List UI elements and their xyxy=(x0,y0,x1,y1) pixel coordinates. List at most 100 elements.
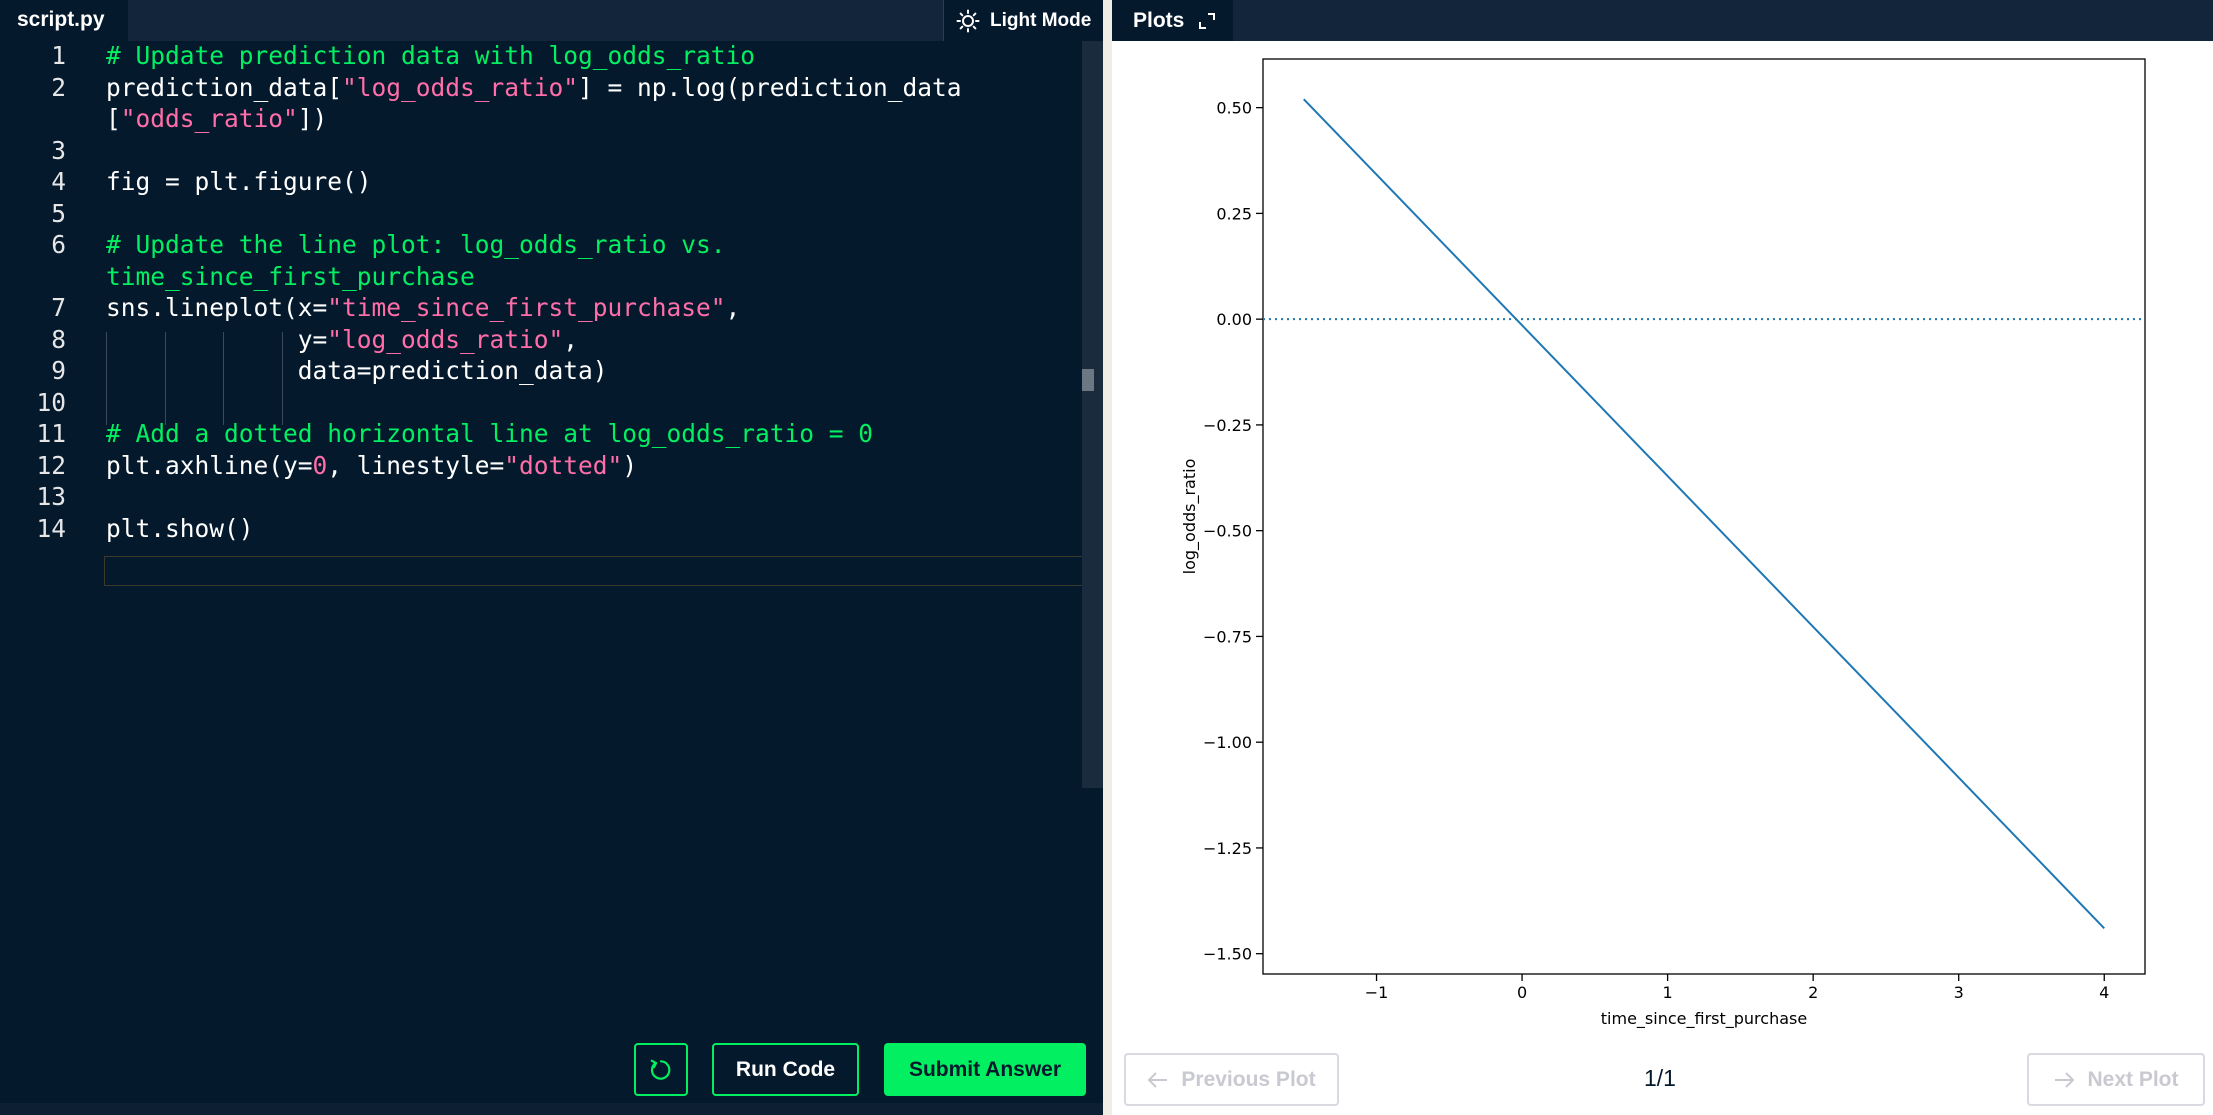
y-tick-label: −0.75 xyxy=(1203,627,1252,646)
y-axis-label: log_odds_ratio xyxy=(1180,459,1200,575)
code-token: [ xyxy=(106,104,121,133)
y-tick-label: −1.25 xyxy=(1203,839,1252,858)
tab-plots[interactable]: Plots xyxy=(1112,0,1233,41)
line-number: 8 xyxy=(51,324,66,354)
plot-figure: −1 0 1 2 3 4 0.50 0.25 0.00 −0.25 −0.50 −0.75 −1.00 −… xyxy=(1180,58,2146,1029)
line-number: 11 xyxy=(36,419,66,448)
y-tick-label: 0.25 xyxy=(1216,204,1252,223)
code-line[interactable]: # Update the line plot: log_odds_ratio v… xyxy=(106,230,726,259)
reset-button[interactable] xyxy=(634,1043,688,1096)
code-token: "dotted" xyxy=(504,450,623,480)
code-token: 0 xyxy=(312,450,328,480)
code-line[interactable]: # Add a dotted horizontal line at log_od… xyxy=(106,419,873,448)
arrow-left-icon xyxy=(1147,1071,1168,1088)
code-token: "time_since_first_purchase" xyxy=(327,293,726,322)
code-token: , linestyle= xyxy=(327,450,505,480)
code-line[interactable]: data=prediction_data) xyxy=(106,356,608,385)
editor-scrollbar[interactable] xyxy=(1082,41,1103,788)
x-tick-label: 4 xyxy=(2099,983,2109,1002)
code-line[interactable]: y="log_odds_ratio", xyxy=(106,325,578,354)
y-tick-label: −0.50 xyxy=(1203,522,1252,541)
line-number: 10 xyxy=(36,387,66,417)
editor-tab-bar: script.py Light Mode xyxy=(0,0,1103,41)
active-line-highlight xyxy=(104,556,1100,586)
next-plot-button[interactable]: Next Plot xyxy=(2027,1053,2205,1106)
code-token: fig = plt.figure() xyxy=(106,167,372,196)
code-line[interactable]: fig = plt.figure() xyxy=(106,167,372,196)
code-line[interactable]: prediction_data["log_odds_ratio"] = np.l… xyxy=(106,73,962,102)
reset-icon xyxy=(650,1059,671,1080)
plot-axes-frame xyxy=(1262,58,2146,975)
y-tick-label: −0.25 xyxy=(1203,416,1252,435)
code-token: "odds_ratio" xyxy=(120,104,298,133)
previous-plot-button[interactable]: Previous Plot xyxy=(1124,1053,1339,1106)
x-tick-label: 3 xyxy=(1954,983,1964,1002)
code-line[interactable]: plt.axhline(y=0, linestyle="dotted") xyxy=(106,451,637,480)
indent-guide xyxy=(165,332,166,425)
code-token: sns.lineplot(x= xyxy=(106,293,328,322)
code-token: ] = np.log(prediction_data xyxy=(578,72,962,102)
code-token: time_since_first_purchase xyxy=(106,261,475,291)
x-tick-label: 1 xyxy=(1663,983,1673,1002)
editor-scrollbar-thumb[interactable] xyxy=(1082,369,1094,391)
code-token: , xyxy=(725,293,741,322)
y-tick-label: 0.50 xyxy=(1216,99,1252,118)
file-tab-script[interactable]: script.py xyxy=(0,0,128,41)
pane-divider[interactable] xyxy=(1103,0,1112,1115)
plots-tab-label: Plots xyxy=(1133,8,1185,32)
code-line[interactable]: time_since_first_purchase xyxy=(106,262,475,291)
line-number: 6 xyxy=(51,230,66,259)
y-tick-label: −1.00 xyxy=(1203,733,1252,752)
plot-navigation: Previous Plot 1/1 Next Plot xyxy=(1112,1041,2213,1115)
code-line[interactable]: plt.show() xyxy=(106,514,254,543)
indent-guide xyxy=(223,332,224,425)
line-number: 2 xyxy=(51,72,66,102)
line-number: 3 xyxy=(51,135,66,165)
line-number: 13 xyxy=(36,482,66,511)
light-mode-label: Light Mode xyxy=(990,9,1092,31)
line-number: 5 xyxy=(51,198,66,228)
code-token: # Update the line plot: log_odds_ratio v… xyxy=(106,230,726,259)
line-number: 4 xyxy=(51,167,66,196)
code-token: plt.axhline(y= xyxy=(106,450,313,480)
line-number: 1 xyxy=(51,41,66,70)
arrow-right-icon xyxy=(2055,1071,2075,1088)
line-number: 14 xyxy=(36,513,66,543)
plots-tab-bar: Plots xyxy=(1112,0,2213,41)
code-editor-pane: script.py Light Mode 1 # Update predictio… xyxy=(0,0,1103,1115)
line-number: 12 xyxy=(36,450,66,480)
code-line[interactable]: # Update prediction data with log_odds_r… xyxy=(106,41,755,70)
y-tick-label: −1.50 xyxy=(1203,945,1252,964)
code-line[interactable]: ["odds_ratio"]) xyxy=(106,104,327,133)
y-tick-label: 0.00 xyxy=(1216,310,1252,329)
sun-icon xyxy=(956,9,980,32)
next-plot-label: Next Plot xyxy=(2087,1067,2179,1091)
x-tick-label: 2 xyxy=(1808,983,1818,1002)
code-token: data=prediction_data) xyxy=(106,356,608,385)
submit-answer-button[interactable]: Submit Answer xyxy=(884,1043,1086,1096)
previous-plot-label: Previous Plot xyxy=(1181,1067,1316,1091)
series-line xyxy=(1303,98,2105,930)
run-code-button[interactable]: Run Code xyxy=(712,1043,859,1096)
line-number: 7 xyxy=(51,293,66,322)
plots-pane: Plots −1 0 1 2 3 4 0.50 0.25 0.00 −0.25 −0.50 −0.75… xyxy=(1112,0,2213,1115)
code-token: "log_odds_ratio" xyxy=(342,72,579,102)
code-line[interactable]: sns.lineplot(x="time_since_first_purchas… xyxy=(106,293,740,322)
light-mode-toggle[interactable]: Light Mode xyxy=(943,0,1103,41)
indent-guide xyxy=(106,332,107,425)
code-token: ) xyxy=(622,450,638,480)
code-token: y= xyxy=(106,324,328,354)
code-token: prediction_data[ xyxy=(106,72,343,102)
expand-icon[interactable] xyxy=(1198,12,1216,30)
code-token: "log_odds_ratio" xyxy=(327,324,564,354)
code-area[interactable]: 1 # Update prediction data with log_odds_… xyxy=(0,41,1100,1041)
code-token: # Update prediction data with log_odds_r… xyxy=(106,41,756,70)
code-token: plt.show() xyxy=(106,513,254,543)
editor-bottom-bar xyxy=(0,1103,1103,1115)
x-tick-label: 0 xyxy=(1517,983,1527,1002)
x-tick-label: −1 xyxy=(1365,983,1389,1002)
code-token: , xyxy=(563,324,579,354)
x-axis-label: time_since_first_purchase xyxy=(1601,1009,1807,1029)
indent-guide xyxy=(282,332,283,425)
code-token: # Add a dotted horizontal line at log_od… xyxy=(106,419,874,448)
